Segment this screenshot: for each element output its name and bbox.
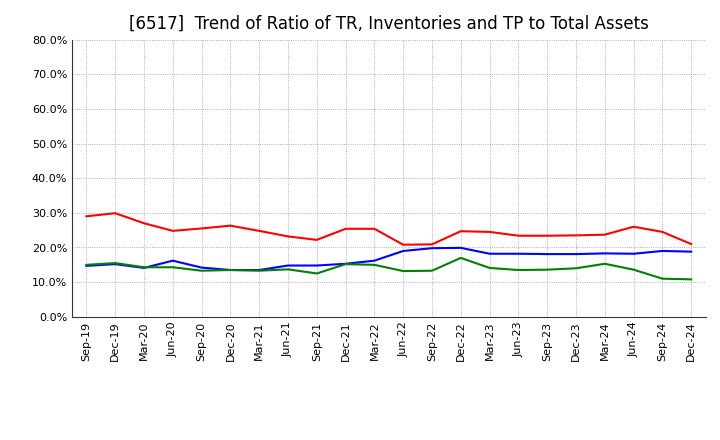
Inventories [514, 251, 523, 257]
Trade Receivables [341, 226, 350, 231]
Trade Payables [658, 276, 667, 281]
Trade Payables [140, 264, 148, 270]
Trade Payables [341, 261, 350, 267]
Trade Payables [284, 267, 292, 272]
Trade Receivables [82, 214, 91, 219]
Inventories [543, 251, 552, 257]
Trade Payables [312, 271, 321, 276]
Trade Payables [111, 260, 120, 266]
Inventories [370, 258, 379, 263]
Trade Payables [572, 266, 580, 271]
Inventories [312, 263, 321, 268]
Trade Receivables [658, 229, 667, 235]
Trade Receivables [226, 223, 235, 228]
Trade Payables [485, 265, 494, 271]
Trade Receivables [629, 224, 638, 229]
Trade Receivables [514, 233, 523, 238]
Trade Payables [168, 264, 177, 270]
Trade Receivables [399, 242, 408, 247]
Trade Receivables [111, 211, 120, 216]
Trade Payables [82, 262, 91, 268]
Inventories [168, 258, 177, 263]
Inventories [399, 248, 408, 253]
Inventories [658, 248, 667, 253]
Trade Receivables [197, 226, 206, 231]
Trade Receivables [168, 228, 177, 234]
Trade Payables [514, 268, 523, 273]
Trade Payables [428, 268, 436, 273]
Trade Receivables [140, 220, 148, 226]
Title: [6517]  Trend of Ratio of TR, Inventories and TP to Total Assets: [6517] Trend of Ratio of TR, Inventories… [129, 15, 649, 33]
Inventories [82, 263, 91, 268]
Inventories [111, 261, 120, 267]
Line: Inventories: Inventories [86, 248, 691, 270]
Trade Receivables [485, 229, 494, 235]
Trade Payables [600, 261, 609, 267]
Trade Receivables [255, 228, 264, 234]
Trade Receivables [312, 237, 321, 242]
Trade Payables [197, 268, 206, 273]
Inventories [600, 251, 609, 256]
Inventories [284, 263, 292, 268]
Inventories [572, 251, 580, 257]
Trade Receivables [428, 242, 436, 247]
Inventories [255, 268, 264, 273]
Trade Payables [543, 267, 552, 272]
Trade Payables [255, 268, 264, 273]
Line: Trade Payables: Trade Payables [86, 258, 691, 279]
Inventories [197, 265, 206, 270]
Inventories [140, 265, 148, 271]
Trade Payables [687, 277, 696, 282]
Inventories [687, 249, 696, 254]
Inventories [485, 251, 494, 257]
Inventories [341, 261, 350, 267]
Trade Receivables [284, 234, 292, 239]
Trade Receivables [456, 228, 465, 234]
Inventories [456, 245, 465, 250]
Line: Trade Receivables: Trade Receivables [86, 213, 691, 245]
Inventories [428, 246, 436, 251]
Trade Payables [629, 267, 638, 272]
Trade Payables [370, 262, 379, 268]
Trade Payables [226, 268, 235, 273]
Trade Receivables [600, 232, 609, 237]
Trade Receivables [572, 233, 580, 238]
Trade Payables [456, 255, 465, 260]
Inventories [629, 251, 638, 257]
Trade Receivables [687, 242, 696, 247]
Inventories [226, 268, 235, 273]
Trade Receivables [370, 226, 379, 231]
Trade Receivables [543, 233, 552, 238]
Trade Payables [399, 268, 408, 274]
